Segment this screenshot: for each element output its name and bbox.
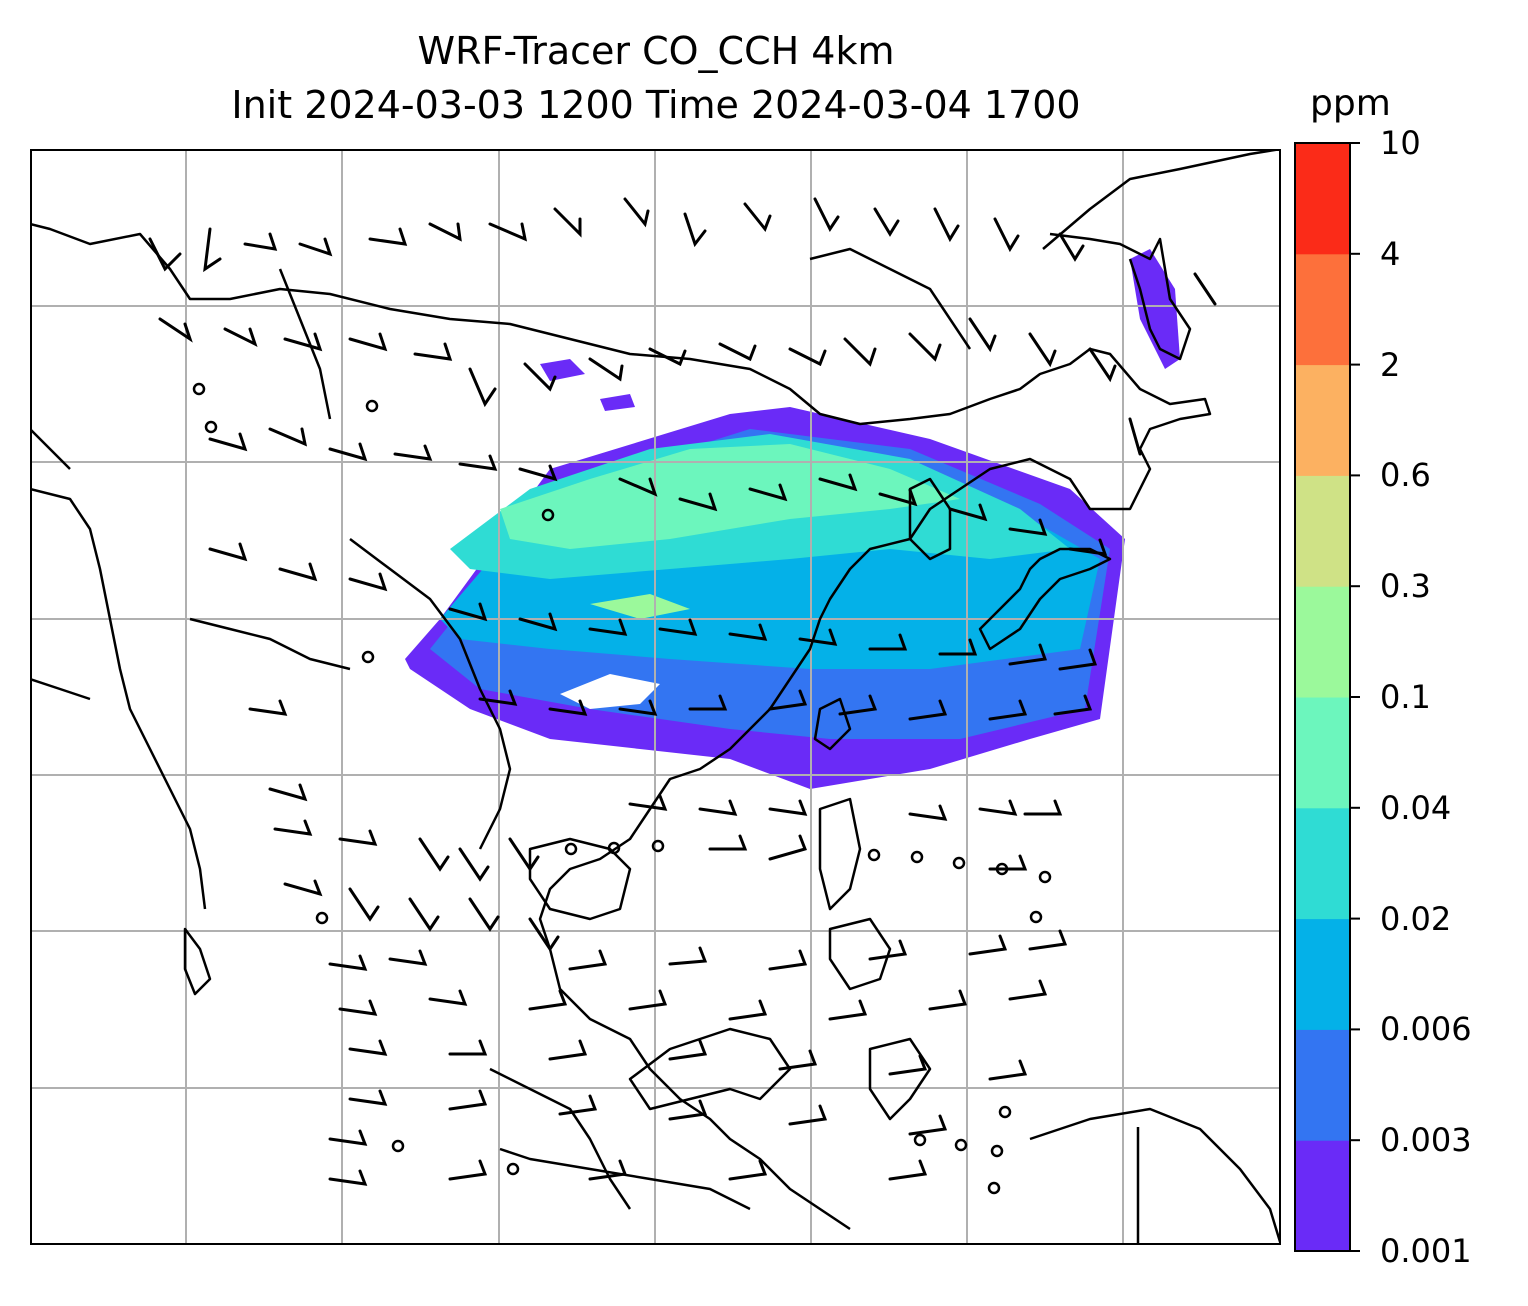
map-panel bbox=[30, 149, 1281, 1245]
colorbar-tick-label: 0.6 bbox=[1380, 456, 1431, 495]
colorbar-tick-label: 0.04 bbox=[1380, 788, 1452, 827]
map-title-line-2: Init 2024-03-03 1200 Time 2024-03-04 170… bbox=[231, 83, 1081, 127]
plume-band-small bbox=[1130, 249, 1180, 369]
colorbar-tick-label: 4 bbox=[1380, 234, 1401, 273]
colorbar-band-5 bbox=[1295, 586, 1350, 698]
wind-barbs bbox=[148, 197, 1217, 1186]
colorbar-band-0 bbox=[1295, 1140, 1350, 1252]
colorbar-tick-label: 0.006 bbox=[1380, 1010, 1472, 1049]
colorbar-band-3 bbox=[1295, 807, 1350, 920]
calm-markers bbox=[192, 382, 1052, 1195]
colorbar-label: ppm bbox=[1310, 83, 1391, 124]
colorbar-tick-label: 10 bbox=[1380, 124, 1421, 162]
colorbar-band-9 bbox=[1295, 143, 1350, 255]
colorbar-band-2 bbox=[1295, 918, 1350, 1030]
plume-gap bbox=[560, 674, 660, 709]
gridlines bbox=[30, 149, 1281, 1245]
map-title-line-1: WRF-Tracer CO_CCH 4km bbox=[417, 29, 895, 73]
colorbar-band-4 bbox=[1295, 697, 1350, 809]
colorbar-band-1 bbox=[1295, 1029, 1350, 1141]
colorbar-tick-label: 0.02 bbox=[1380, 899, 1452, 938]
plume-band-0.1 bbox=[590, 594, 690, 619]
colorbar-tick-label: 0.3 bbox=[1380, 567, 1431, 606]
tracer-plume bbox=[405, 249, 1180, 789]
colorbar bbox=[1294, 142, 1360, 1252]
plume-band-0.04 bbox=[500, 444, 960, 549]
colorbar-band-8 bbox=[1295, 253, 1350, 366]
colorbar-tick-label: 0.1 bbox=[1380, 678, 1431, 716]
colorbar-band-6 bbox=[1295, 475, 1350, 587]
plume-band-speck bbox=[540, 359, 585, 381]
plume-band-speck-2 bbox=[600, 394, 635, 411]
coastlines bbox=[30, 149, 1281, 1245]
colorbar-tick-label: 0.003 bbox=[1380, 1121, 1472, 1160]
colorbar-tick-label: 2 bbox=[1380, 345, 1401, 384]
colorbar-band-7 bbox=[1295, 364, 1350, 476]
colorbar-tick-label: 0.001 bbox=[1380, 1232, 1472, 1270]
